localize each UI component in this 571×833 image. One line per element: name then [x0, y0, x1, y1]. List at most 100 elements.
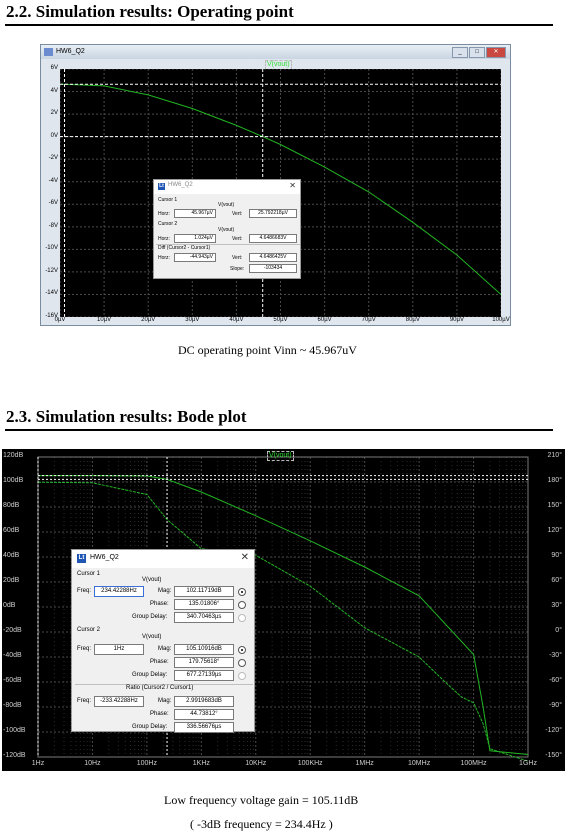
x-tick-label: 80µV	[405, 317, 420, 323]
cursor-dialog-operating-point: Lt HW6_Q2 ✕ Cursor 1 V(vout) Horz: 45.96…	[153, 179, 301, 279]
y-right-tick-label: -30°	[549, 652, 562, 659]
cursor1-group-delay-radio[interactable]	[238, 614, 246, 622]
close-icon[interactable]: ✕	[289, 181, 296, 190]
x-tick-label: 30µV	[185, 317, 200, 323]
diff-vert-label: Vert:	[232, 255, 243, 261]
x-tick-label: 100MHz	[460, 760, 487, 767]
dialog-title: HW6_Q2	[168, 182, 193, 188]
diff-vert-field[interactable]: 4.6486425V	[249, 253, 297, 262]
x-tick-label: 1GHz	[519, 760, 537, 767]
x-tick-label: 10µV	[97, 317, 112, 323]
cursor2-vert-label: Vert:	[232, 236, 243, 242]
cursor1-freq-field[interactable]: 234.42288Hz	[94, 586, 144, 597]
y-left-tick-label: -60dB	[3, 677, 22, 684]
ratio-group-delay-field[interactable]: 336.56676µs	[174, 722, 234, 733]
close-icon[interactable]: ✕	[240, 552, 249, 563]
window-titlebar[interactable]: HW6_Q2 _ □ ✕	[41, 45, 510, 59]
y-tick-label: 0V	[50, 132, 58, 139]
cursor2-freq-field[interactable]: 1Hz	[94, 644, 144, 655]
y-tick-label: -4V	[48, 177, 58, 184]
y-left-tick-label: 60dB	[3, 527, 20, 534]
x-tick-label: 10Hz	[84, 760, 101, 767]
y-left-tick-label: 0dB	[3, 602, 16, 609]
y-tick-label: 4V	[50, 87, 58, 94]
cursor2-phase-field[interactable]: 179.75618°	[174, 657, 234, 668]
cursor2-mag-label: Mag:	[158, 646, 172, 652]
close-window-button[interactable]: ✕	[486, 47, 506, 58]
x-tick-label: 20µV	[141, 317, 156, 323]
x-tick-label: 70µV	[361, 317, 376, 323]
x-tick-label: 100Hz	[136, 760, 157, 767]
y-right-tick-label: -150°	[545, 752, 562, 759]
heading-underline	[5, 24, 553, 26]
cursor2-vert-field[interactable]: 4.6486683V	[249, 234, 297, 243]
y-tick-label: -16V	[45, 313, 58, 319]
maximize-button[interactable]: □	[469, 47, 485, 58]
cursor2-label: Cursor 2	[158, 221, 178, 227]
ratio-mag-label: Mag:	[158, 698, 172, 704]
x-tick-label: 50µV	[273, 317, 288, 323]
cursor2-mag-radio[interactable]	[238, 646, 246, 654]
y-left-tick-label: 100dB	[3, 477, 24, 484]
ratio-phase-field[interactable]: 44.73812°	[174, 709, 234, 720]
slope-label: Slope:	[230, 266, 245, 272]
cursor1-vert-label: Vert:	[232, 211, 243, 217]
ratio-mag-field[interactable]: 2.9919683dB	[174, 696, 234, 707]
window-title: HW6_Q2	[56, 48, 85, 55]
cursor2-trace-header: V(vout)	[218, 227, 235, 233]
cursor1-group-delay-label: Group Delay:	[132, 614, 168, 620]
cursor2-horz-field[interactable]: 1.024µV	[174, 234, 216, 243]
cursor2-group-delay-radio[interactable]	[238, 672, 246, 680]
cursor1-vert-field[interactable]: 25.792218µV	[249, 209, 297, 218]
cursor2-phase-radio[interactable]	[238, 659, 246, 667]
dialog-separator	[75, 684, 253, 685]
x-tick-label: 40µV	[229, 317, 244, 323]
cursor1-mag-field[interactable]: 102.11719dB	[174, 586, 234, 597]
x-tick-label: 1KHz	[192, 760, 210, 767]
ltspice-probe-icon: Lt	[77, 554, 86, 563]
ratio-freq-label: Freq:	[77, 698, 92, 704]
diff-horz-field[interactable]: -44.943µV	[174, 253, 216, 262]
y-tick-label: -2V	[48, 155, 58, 162]
cursor1-label: Cursor 1	[158, 197, 178, 203]
cursor2-group-delay-label: Group Delay:	[132, 672, 168, 678]
cursor-dialog-bode: Lt HW6_Q2 ✕ Cursor 1 V(vout) Freq: 234.4…	[71, 549, 255, 733]
x-tick-label: 10MHz	[408, 760, 431, 767]
ratio-label: Ratio (Cursor2 / Cursor1)	[126, 685, 194, 691]
y-left-tick-label: -20dB	[3, 627, 22, 634]
cursor1-group-delay-field[interactable]: 340.70463µs	[174, 612, 234, 623]
x-tick-label: 10KHz	[245, 760, 267, 767]
trace-label[interactable]: V(vout)	[267, 451, 294, 461]
y-tick-label: -6V	[48, 200, 58, 207]
cursor2-group-delay-field[interactable]: 677.27139µs	[174, 670, 234, 681]
cursor1-mag-radio[interactable]	[238, 588, 246, 596]
y-right-tick-label: 90°	[551, 552, 562, 559]
slope-field[interactable]: -103434	[249, 264, 297, 273]
figure-caption-operating-point: DC operating point Vinn ~ 45.967uV	[178, 343, 357, 357]
y-right-tick-label: -90°	[549, 702, 562, 709]
window-controls: _ □ ✕	[452, 47, 506, 58]
x-tick-label: 90µV	[449, 317, 464, 323]
cursor1-trace-header: V(vout)	[142, 577, 162, 583]
dialog-titlebar[interactable]: Lt HW6_Q2 ✕	[154, 180, 300, 194]
section-heading-bode-plot: 2.3. Simulation results: Bode plot	[6, 407, 247, 426]
cursor2-freq-label: Freq:	[77, 646, 92, 652]
y-left-tick-label: -100dB	[3, 727, 26, 734]
ratio-phase-label: Phase:	[150, 711, 169, 717]
cursor1-phase-radio[interactable]	[238, 601, 246, 609]
cursor1-trace-header: V(vout)	[218, 202, 235, 208]
ratio-freq-field[interactable]: -233.42288Hz	[94, 696, 144, 707]
cursor2-trace-header: V(vout)	[142, 634, 162, 640]
diff-horz-label: Horz:	[158, 255, 170, 261]
bode-plot-window[interactable]: V(vout) 120dB 100dB 80dB 60dB 40dB 20dB 0dB -20…	[2, 449, 565, 771]
y-tick-label: -8V	[48, 222, 58, 229]
y-left-tick-label: 80dB	[3, 502, 20, 509]
cursor1-horz-field[interactable]: 45.967µV	[174, 209, 216, 218]
y-tick-label: -14V	[45, 290, 58, 297]
minimize-button[interactable]: _	[452, 47, 468, 58]
cursor2-mag-field[interactable]: 105.10916dB	[174, 644, 234, 655]
dialog-titlebar[interactable]: Lt HW6_Q2 ✕	[72, 550, 254, 568]
ltspice-probe-icon: Lt	[158, 183, 165, 190]
y-left-tick-label: 120dB	[3, 452, 24, 459]
cursor1-phase-field[interactable]: 135.01806°	[174, 599, 234, 610]
